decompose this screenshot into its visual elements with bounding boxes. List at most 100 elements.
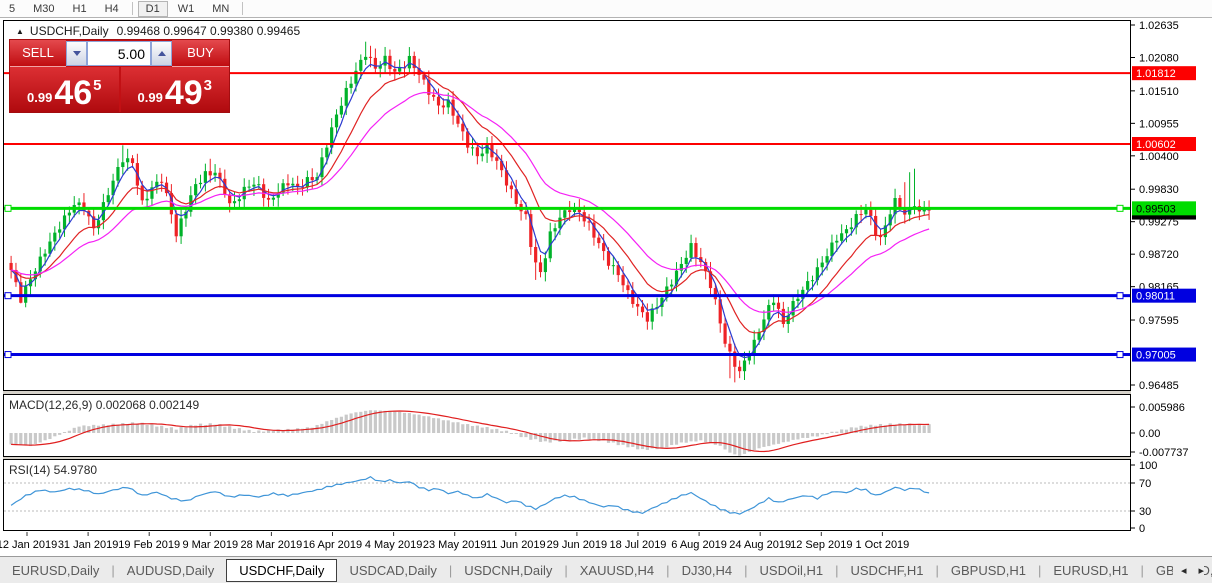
svg-text:11 Jun 2019: 11 Jun 2019 xyxy=(486,539,546,551)
tab-scroll-right-icon[interactable]: ▸ xyxy=(1198,564,1204,577)
tab-usdchf-daily[interactable]: USDCHF,Daily xyxy=(226,558,338,582)
chart-panel xyxy=(3,459,1131,531)
tab-separator: | xyxy=(835,562,839,578)
toolbar-separator xyxy=(242,2,244,15)
timeframe-button-5[interactable]: 5 xyxy=(9,2,16,15)
price-level-badge xyxy=(1132,137,1196,152)
timeframe-button-m30[interactable]: M30 xyxy=(33,2,55,15)
tab-usdoil-h1[interactable]: USDOil,H1 xyxy=(759,562,824,578)
macd-signal-line xyxy=(11,410,930,453)
buy-price-prefix: 0.99 xyxy=(137,90,163,105)
tab-separator: | xyxy=(666,562,670,578)
line-handle[interactable] xyxy=(4,204,12,212)
tab-separator: | xyxy=(448,562,453,578)
svg-text:1.02080: 1.02080 xyxy=(1139,52,1179,64)
svg-text:28 Mar 2019: 28 Mar 2019 xyxy=(241,539,303,551)
price-axis: 1.02635 1.02080 1.01510 1.00955 1.00400 0.998… xyxy=(1131,20,1196,535)
sell-quote-box[interactable]: 0.99 46 5 xyxy=(10,67,119,112)
toolbar-separator xyxy=(131,2,133,15)
svg-text:12 Sep 2019: 12 Sep 2019 xyxy=(790,539,852,551)
buy-button[interactable]: BUY xyxy=(172,40,229,67)
tab-scroll-left-icon[interactable]: ◂ xyxy=(1180,564,1187,577)
price-level-badge xyxy=(1132,66,1196,81)
ma-mid-line xyxy=(10,71,930,334)
price-level-badge xyxy=(1132,347,1196,362)
svg-text:0.96485: 0.96485 xyxy=(1139,380,1179,392)
rsi-indicator-label: RSI(14) 54.9780 xyxy=(9,463,98,477)
buy-quote-box[interactable]: 0.99 49 3 xyxy=(120,67,229,112)
svg-text:4 May 2019: 4 May 2019 xyxy=(365,539,422,551)
svg-text:30: 30 xyxy=(1139,506,1151,518)
svg-text:0.98011: 0.98011 xyxy=(1136,291,1175,303)
svg-text:1.00602: 1.00602 xyxy=(1136,139,1176,151)
arrow-down-icon xyxy=(72,51,81,60)
svg-text:6 Aug 2019: 6 Aug 2019 xyxy=(671,539,727,551)
tab-separator: | xyxy=(1140,562,1144,578)
svg-text:70: 70 xyxy=(1139,478,1151,490)
trade-panel-quote-row: 0.99 46 5 0.99 49 3 xyxy=(10,67,229,112)
svg-text:0.97005: 0.97005 xyxy=(1136,350,1176,362)
timeframe-button-h4[interactable]: H4 xyxy=(104,2,119,15)
rsi-line xyxy=(10,475,930,515)
line-handle[interactable] xyxy=(4,292,12,300)
svg-text:19 Feb 2019: 19 Feb 2019 xyxy=(118,539,180,551)
volume-decrease-button[interactable] xyxy=(66,41,87,66)
svg-text:1.00400: 1.00400 xyxy=(1139,151,1179,163)
chart-tab-bar: EURUSD,Daily | AUDUSD,Daily USDCHF,Daily USD… xyxy=(0,556,1212,583)
tab-xauusd-h4[interactable]: XAUUSD,H4 xyxy=(579,562,655,578)
panel-gap xyxy=(3,391,1131,394)
tab-dj30-h4[interactable]: DJ30,H4 xyxy=(681,562,733,578)
ma-slow-line xyxy=(10,91,930,314)
buy-price-big: 49 xyxy=(164,74,203,112)
svg-text:31 Jan 2019: 31 Jan 2019 xyxy=(58,539,119,551)
tab-separator: | xyxy=(564,562,568,578)
svg-text:0.00: 0.00 xyxy=(1139,428,1160,440)
tab-usdcnh-daily[interactable]: USDCNH,Daily xyxy=(464,562,553,578)
sell-button[interactable]: SELL xyxy=(10,40,66,67)
svg-text:0.97595: 0.97595 xyxy=(1139,315,1179,327)
svg-text:18 Jul 2019: 18 Jul 2019 xyxy=(610,539,667,551)
tab-separator: | xyxy=(111,562,115,578)
date-axis: 12 Jan 2019 31 Jan 2019 19 Feb 2019 9 Mar 2… xyxy=(0,532,909,551)
tab-usdchf-h1[interactable]: USDCHF,H1 xyxy=(850,562,924,578)
volume-increase-button[interactable] xyxy=(151,41,172,66)
macd-histogram xyxy=(9,410,931,456)
svg-text:1.01510: 1.01510 xyxy=(1139,86,1179,98)
sell-price-big: 46 xyxy=(54,74,93,112)
tab-eurusd-h1[interactable]: EURUSD,H1 xyxy=(1053,562,1129,578)
timeframe-toolbar: 5 M30 H1 H4 D1 W1 MN xyxy=(0,0,1212,18)
timeframe-button-mn[interactable]: MN xyxy=(212,2,230,15)
panel-gap xyxy=(3,457,1131,459)
price-level-badge xyxy=(1132,201,1196,216)
svg-text:0.99275: 0.99275 xyxy=(1139,217,1179,229)
chart-title: ▲ USDCHF,Daily 0.99468 0.99647 0.99380 0.9… xyxy=(16,24,300,38)
svg-text:0: 0 xyxy=(1139,523,1145,535)
tab-separator: | xyxy=(935,562,939,578)
svg-text:1 Oct 2019: 1 Oct 2019 xyxy=(855,539,909,551)
buy-price-pip: 3 xyxy=(203,77,212,94)
tab-usdcad-daily[interactable]: USDCAD,Daily xyxy=(349,562,437,578)
tab-audusd-daily[interactable]: AUDUSD,Daily xyxy=(126,562,215,578)
svg-text:23 May 2019: 23 May 2019 xyxy=(423,539,487,551)
line-handle[interactable] xyxy=(1116,351,1124,359)
sell-price-prefix: 0.99 xyxy=(27,90,53,105)
timeframe-button-h1[interactable]: H1 xyxy=(72,2,87,15)
tab-gbpusd-h1[interactable]: GBPUSD,H1 xyxy=(950,562,1026,578)
collapse-triangle-icon[interactable]: ▲ xyxy=(16,27,24,36)
last-price-badge xyxy=(1132,214,1196,220)
svg-text:0.98720: 0.98720 xyxy=(1139,249,1179,261)
tab-eurusd-daily[interactable]: EURUSD,Daily xyxy=(12,562,100,578)
timeframe-button-w1[interactable]: W1 xyxy=(177,2,195,15)
volume-input[interactable] xyxy=(88,42,150,65)
timeframe-button-d1[interactable]: D1 xyxy=(137,0,168,17)
line-handle[interactable] xyxy=(4,351,12,359)
svg-text:1.02635: 1.02635 xyxy=(1139,20,1179,32)
svg-text:24 Aug 2019: 24 Aug 2019 xyxy=(729,539,791,551)
price-level-badge xyxy=(1132,288,1196,303)
line-handle[interactable] xyxy=(1116,292,1124,300)
line-handle[interactable] xyxy=(1116,204,1124,212)
svg-text:0.99503: 0.99503 xyxy=(1136,203,1176,215)
svg-text:29 Jun 2019: 29 Jun 2019 xyxy=(547,539,608,551)
arrow-up-icon xyxy=(157,47,166,56)
